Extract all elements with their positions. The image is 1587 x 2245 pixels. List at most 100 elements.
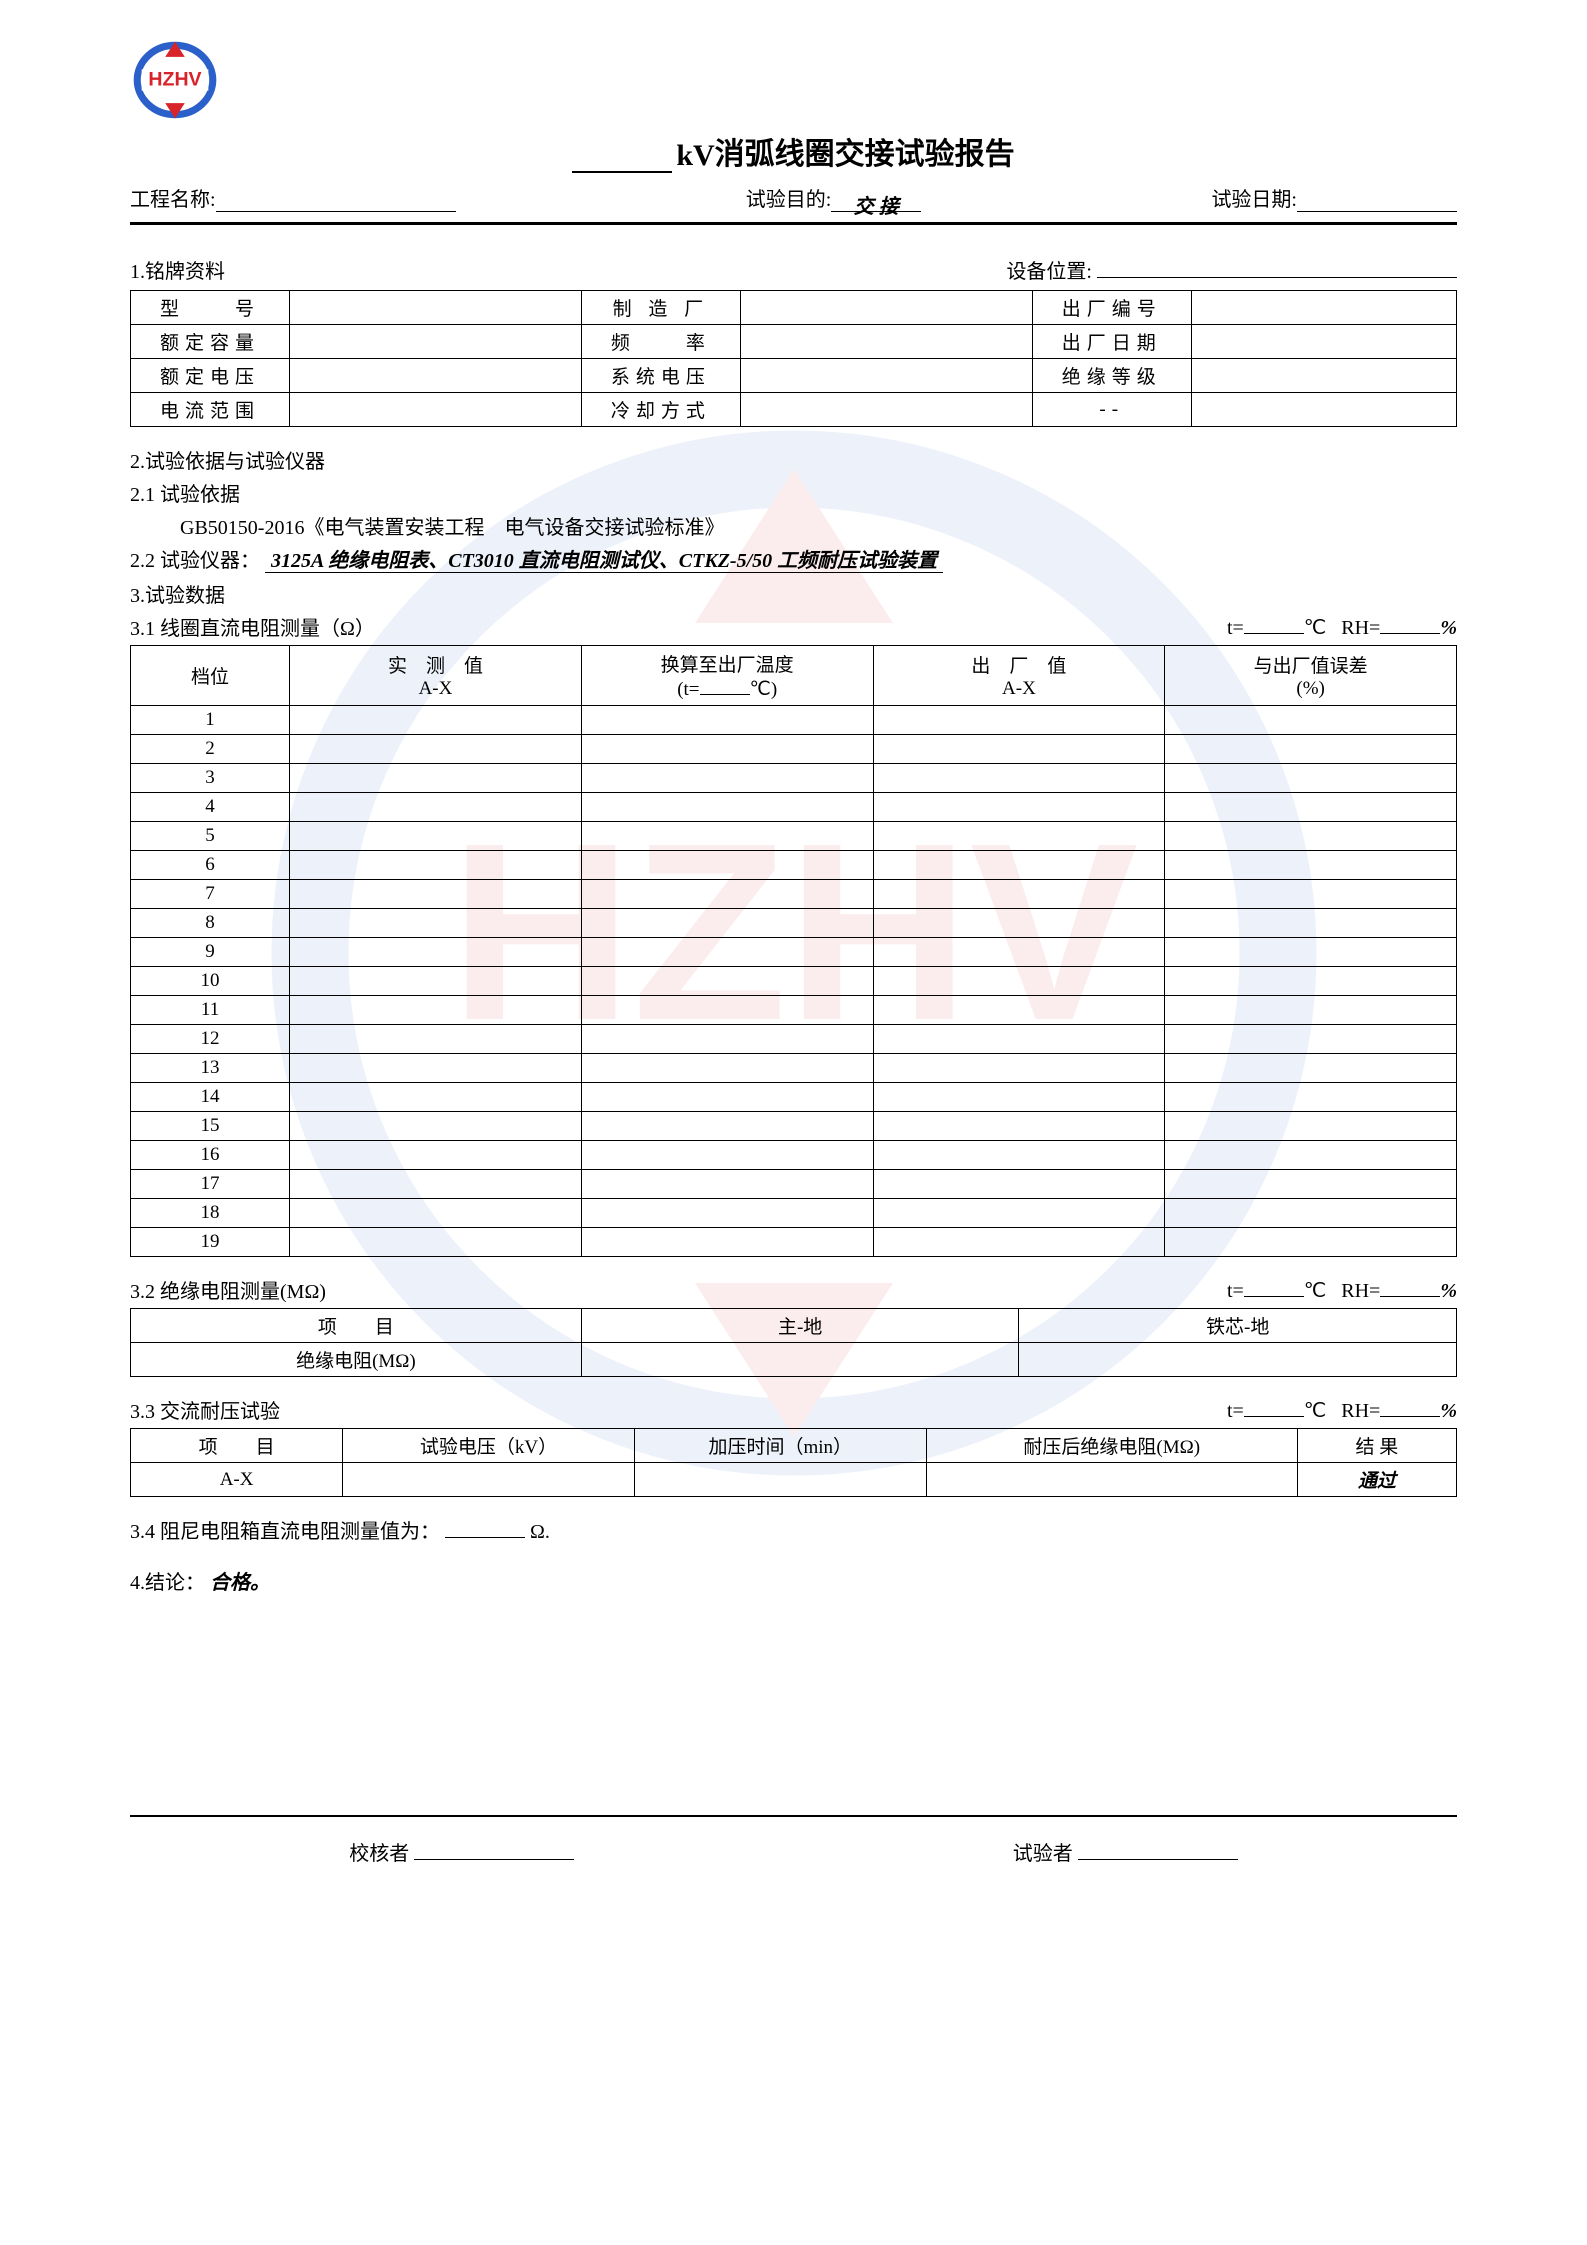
dc-resistance-cell[interactable] (873, 735, 1165, 764)
dc-resistance-cell[interactable] (1165, 764, 1457, 793)
dc-resistance-cell[interactable] (1165, 967, 1457, 996)
nameplate-cell[interactable] (1191, 291, 1456, 325)
dc-resistance-cell[interactable] (581, 1228, 873, 1257)
nameplate-cell[interactable] (1191, 359, 1456, 393)
tester-sign[interactable] (1078, 1838, 1238, 1860)
dc-resistance-cell[interactable] (290, 967, 582, 996)
dc-resistance-cell[interactable] (873, 706, 1165, 735)
dc-resistance-cell[interactable] (581, 880, 873, 909)
dc-resistance-cell[interactable] (581, 1083, 873, 1112)
dc-resistance-cell[interactable] (290, 822, 582, 851)
dc-resistance-cell[interactable] (873, 1025, 1165, 1054)
rh-input-31[interactable] (1380, 612, 1440, 634)
dc-resistance-cell[interactable] (290, 880, 582, 909)
dc-resistance-cell[interactable] (1165, 735, 1457, 764)
t32-r1c3[interactable] (1019, 1343, 1457, 1377)
rh-input-33[interactable] (1380, 1395, 1440, 1417)
dc-resistance-cell[interactable] (873, 909, 1165, 938)
nameplate-cell[interactable] (290, 325, 582, 359)
dc-resistance-cell[interactable] (873, 880, 1165, 909)
device-position-input[interactable] (1097, 256, 1457, 278)
dc-resistance-cell[interactable] (873, 793, 1165, 822)
dc-resistance-cell[interactable] (581, 938, 873, 967)
dc-resistance-cell[interactable] (1165, 909, 1457, 938)
nameplate-cell[interactable] (290, 393, 582, 427)
dc-resistance-cell[interactable] (290, 996, 582, 1025)
dc-resistance-cell[interactable] (290, 1199, 582, 1228)
dc-resistance-cell[interactable] (290, 1025, 582, 1054)
dc-resistance-cell[interactable] (581, 1112, 873, 1141)
nameplate-cell[interactable] (740, 325, 1032, 359)
dc-resistance-cell[interactable] (581, 1170, 873, 1199)
dc-resistance-cell[interactable] (1165, 938, 1457, 967)
dc-resistance-cell[interactable] (1165, 1228, 1457, 1257)
kv-blank[interactable] (572, 145, 672, 173)
dc-resistance-cell[interactable] (581, 735, 873, 764)
nameplate-cell[interactable] (740, 393, 1032, 427)
dc-resistance-cell[interactable] (581, 1199, 873, 1228)
dc-resistance-cell[interactable] (873, 1112, 1165, 1141)
dc-resistance-cell[interactable] (1165, 996, 1457, 1025)
dc-resistance-cell[interactable] (1165, 1083, 1457, 1112)
dc-resistance-cell[interactable] (1165, 706, 1457, 735)
nameplate-cell[interactable] (740, 359, 1032, 393)
dc-resistance-cell[interactable] (581, 1025, 873, 1054)
dc-resistance-cell[interactable] (873, 938, 1165, 967)
dc-resistance-cell[interactable] (290, 706, 582, 735)
t33-r1c2[interactable] (343, 1463, 635, 1497)
dc-resistance-cell[interactable] (1165, 851, 1457, 880)
dc-resistance-cell[interactable] (290, 938, 582, 967)
temp-input-32[interactable] (1244, 1275, 1304, 1297)
rh-input-32[interactable] (1380, 1275, 1440, 1297)
dc-resistance-cell[interactable] (581, 1141, 873, 1170)
t32-r1c2[interactable] (581, 1343, 1019, 1377)
dc-resistance-cell[interactable] (581, 793, 873, 822)
dc-resistance-cell[interactable] (1165, 793, 1457, 822)
dc-resistance-cell[interactable] (290, 1112, 582, 1141)
dc-resistance-cell[interactable] (581, 909, 873, 938)
nameplate-cell[interactable] (1191, 393, 1456, 427)
nameplate-cell[interactable] (740, 291, 1032, 325)
dc-resistance-cell[interactable] (873, 851, 1165, 880)
dc-resistance-cell[interactable] (581, 706, 873, 735)
dc-resistance-cell[interactable] (873, 967, 1165, 996)
t33-r1c3[interactable] (634, 1463, 926, 1497)
dc-resistance-cell[interactable] (1165, 1112, 1457, 1141)
dc-resistance-cell[interactable] (1165, 1199, 1457, 1228)
dc-resistance-cell[interactable] (290, 793, 582, 822)
dc-resistance-cell[interactable] (290, 764, 582, 793)
dc-resistance-cell[interactable] (290, 1170, 582, 1199)
dc-resistance-cell[interactable] (581, 996, 873, 1025)
damping-resistance-input[interactable] (445, 1516, 525, 1538)
nameplate-cell[interactable] (1191, 325, 1456, 359)
dc-resistance-cell[interactable] (290, 1083, 582, 1112)
dc-resistance-cell[interactable] (873, 996, 1165, 1025)
dc-resistance-cell[interactable] (1165, 1054, 1457, 1083)
dc-resistance-cell[interactable] (290, 851, 582, 880)
dc-resistance-cell[interactable] (581, 1054, 873, 1083)
dc-resistance-cell[interactable] (581, 822, 873, 851)
dc-resistance-cell[interactable] (290, 1228, 582, 1257)
t33-r1c4[interactable] (926, 1463, 1297, 1497)
dc-resistance-cell[interactable] (873, 822, 1165, 851)
dc-resistance-cell[interactable] (1165, 1170, 1457, 1199)
nameplate-cell[interactable] (290, 359, 582, 393)
dc-resistance-cell[interactable] (290, 735, 582, 764)
dc-resistance-cell[interactable] (581, 967, 873, 996)
test-date-input[interactable] (1297, 190, 1457, 212)
temp-input-31[interactable] (1244, 612, 1304, 634)
reviewer-sign[interactable] (414, 1838, 574, 1860)
dc-resistance-cell[interactable] (873, 1199, 1165, 1228)
dc-resistance-cell[interactable] (581, 851, 873, 880)
dc-resistance-cell[interactable] (1165, 880, 1457, 909)
dc-resistance-cell[interactable] (290, 909, 582, 938)
project-name-input[interactable] (216, 190, 456, 212)
dc-resistance-cell[interactable] (873, 1170, 1165, 1199)
dc-resistance-cell[interactable] (1165, 1141, 1457, 1170)
dc-resistance-cell[interactable] (1165, 822, 1457, 851)
dc-resistance-cell[interactable] (290, 1141, 582, 1170)
dc-resistance-cell[interactable] (873, 764, 1165, 793)
dc-resistance-cell[interactable] (581, 764, 873, 793)
dc-resistance-cell[interactable] (1165, 1025, 1457, 1054)
dc-resistance-cell[interactable] (873, 1141, 1165, 1170)
